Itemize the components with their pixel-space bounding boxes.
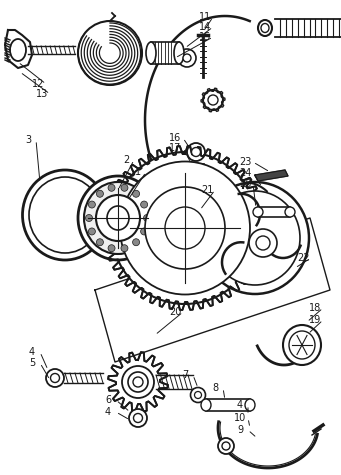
Ellipse shape (108, 184, 115, 191)
Ellipse shape (97, 190, 103, 197)
Text: 18: 18 (309, 303, 321, 313)
Ellipse shape (23, 170, 107, 260)
Ellipse shape (218, 438, 234, 454)
Text: 19: 19 (309, 315, 321, 325)
Ellipse shape (285, 207, 295, 217)
Text: 21: 21 (201, 185, 213, 195)
Ellipse shape (187, 143, 205, 161)
Text: 14: 14 (199, 22, 211, 32)
Ellipse shape (222, 442, 230, 450)
Ellipse shape (140, 228, 148, 235)
Ellipse shape (133, 377, 143, 387)
FancyBboxPatch shape (188, 164, 204, 186)
Text: 13: 13 (36, 89, 48, 99)
Ellipse shape (256, 236, 270, 250)
Ellipse shape (165, 207, 205, 249)
Ellipse shape (289, 331, 315, 359)
Ellipse shape (203, 90, 223, 110)
Ellipse shape (10, 39, 26, 61)
Ellipse shape (84, 182, 152, 254)
Ellipse shape (146, 42, 156, 64)
Text: 15: 15 (199, 32, 211, 42)
Ellipse shape (111, 152, 259, 304)
Text: 10: 10 (234, 413, 246, 423)
Ellipse shape (97, 239, 103, 246)
Ellipse shape (258, 20, 272, 36)
Ellipse shape (96, 195, 140, 241)
Text: 6: 6 (105, 395, 111, 405)
Text: 3: 3 (25, 135, 31, 145)
Ellipse shape (86, 215, 92, 221)
Ellipse shape (191, 388, 206, 402)
Ellipse shape (194, 391, 202, 399)
Ellipse shape (201, 399, 211, 411)
Ellipse shape (133, 239, 139, 246)
Ellipse shape (121, 245, 128, 252)
Ellipse shape (50, 373, 59, 382)
Ellipse shape (133, 190, 139, 197)
Ellipse shape (183, 54, 191, 62)
Ellipse shape (121, 184, 128, 191)
Text: 12: 12 (32, 79, 44, 89)
Text: 2: 2 (123, 155, 129, 165)
Ellipse shape (253, 207, 263, 217)
Ellipse shape (261, 23, 269, 32)
Ellipse shape (145, 187, 225, 269)
Polygon shape (5, 30, 32, 68)
Text: 1: 1 (135, 167, 141, 177)
Ellipse shape (129, 409, 147, 427)
Ellipse shape (133, 414, 143, 422)
Text: 8: 8 (212, 383, 218, 393)
Ellipse shape (120, 162, 250, 294)
Ellipse shape (108, 245, 115, 252)
Text: 22: 22 (297, 253, 309, 263)
Ellipse shape (210, 191, 300, 285)
Text: 4: 4 (237, 400, 243, 410)
Ellipse shape (208, 95, 218, 105)
FancyBboxPatch shape (151, 42, 179, 64)
Ellipse shape (88, 228, 95, 235)
Ellipse shape (107, 206, 129, 230)
Ellipse shape (46, 369, 64, 387)
Ellipse shape (140, 201, 148, 208)
Text: 25: 25 (239, 179, 251, 189)
Ellipse shape (192, 148, 201, 156)
Text: 5: 5 (29, 358, 35, 368)
Ellipse shape (122, 366, 154, 398)
Text: 11: 11 (199, 12, 211, 22)
FancyBboxPatch shape (258, 207, 290, 217)
Text: 16: 16 (169, 133, 181, 143)
Ellipse shape (29, 177, 101, 253)
Ellipse shape (88, 201, 95, 208)
Ellipse shape (78, 176, 158, 260)
Text: 20: 20 (169, 307, 181, 317)
Text: 17: 17 (169, 143, 181, 153)
Text: 9: 9 (237, 425, 243, 435)
Polygon shape (255, 170, 288, 181)
Ellipse shape (249, 229, 277, 257)
Text: 4: 4 (29, 347, 35, 357)
Ellipse shape (201, 182, 309, 294)
Ellipse shape (128, 372, 148, 392)
Ellipse shape (283, 325, 321, 365)
Text: 4: 4 (105, 407, 111, 417)
Ellipse shape (174, 42, 184, 64)
Text: 24: 24 (239, 168, 251, 178)
Ellipse shape (144, 215, 150, 221)
Text: 23: 23 (239, 157, 251, 167)
Text: 7: 7 (182, 370, 188, 380)
Ellipse shape (245, 399, 255, 411)
Ellipse shape (178, 49, 196, 67)
